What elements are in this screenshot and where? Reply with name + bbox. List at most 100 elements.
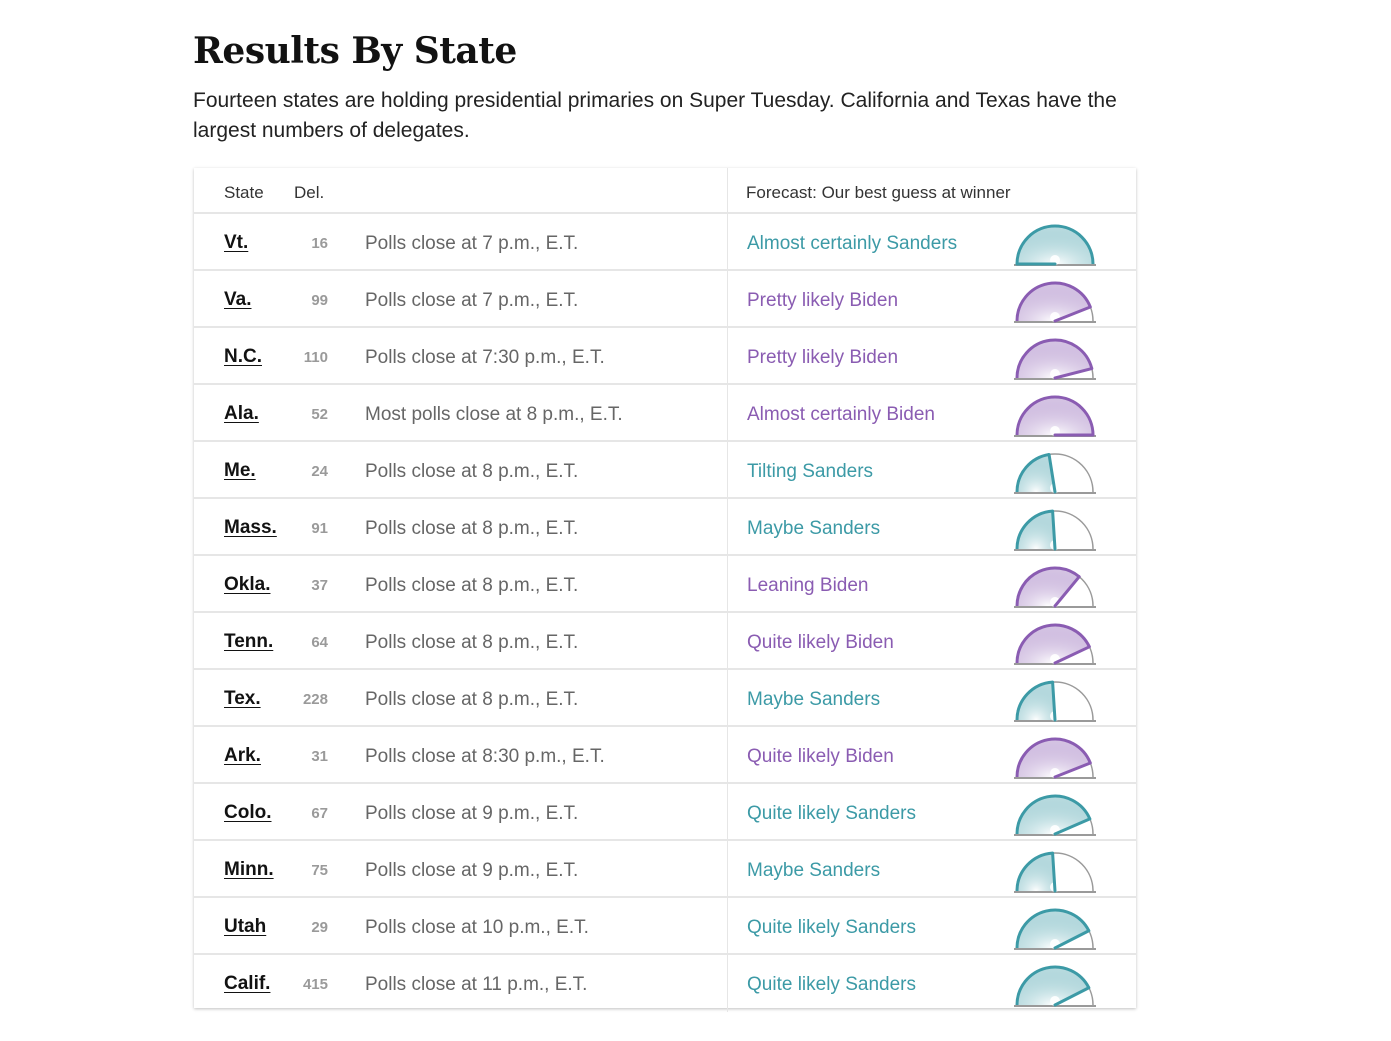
forecast-label: Maybe Sanders — [747, 860, 881, 881]
forecast-gauge-icon — [1014, 566, 1096, 608]
table-row: Colo. 67 Polls close at 9 p.m., E.T. Quite … — [194, 784, 1136, 841]
column-divider — [727, 499, 728, 554]
delegate-count: 110 — [303, 349, 328, 366]
column-divider — [727, 271, 728, 326]
state-link[interactable]: Tenn. — [224, 631, 274, 652]
state-link[interactable]: Me. — [224, 460, 256, 481]
column-divider — [727, 442, 728, 497]
forecast-label: Leaning Biden — [747, 575, 869, 596]
state-link[interactable]: Ala. — [224, 403, 259, 424]
gauge-fill — [1017, 625, 1090, 663]
table-body: Vt. 16 Polls close at 7 p.m., E.T. Almost c… — [194, 214, 1136, 1012]
column-divider — [727, 727, 728, 782]
forecast-label: Pretty likely Biden — [747, 347, 899, 368]
table-row: N.C. 110 Polls close at 7:30 p.m., E.T. Pre… — [194, 328, 1136, 385]
table-row: Tex. 228 Polls close at 8 p.m., E.T. Maybe … — [194, 670, 1136, 727]
gauge-fill — [1017, 397, 1093, 435]
gauge-arc — [1015, 566, 1081, 607]
forecast-label: Tilting Sanders — [747, 461, 874, 482]
table-row: Va. 99 Polls close at 7 p.m., E.T. Pretty l… — [194, 271, 1136, 328]
state-column-header: State — [224, 183, 264, 202]
results-table: State Del. Forecast: Our best guess at w… — [194, 168, 1136, 1012]
delegate-count: 75 — [311, 862, 328, 879]
gauge-fill — [1017, 226, 1093, 264]
forecast-label: Almost certainly Sanders — [747, 233, 958, 254]
gauge-needle — [1047, 452, 1057, 494]
forecast-label: Quite likely Sanders — [747, 803, 916, 824]
forecast-label: Pretty likely Biden — [747, 290, 899, 311]
gauge-arc — [1015, 794, 1092, 835]
gauge-fill — [1017, 454, 1055, 492]
gauge-arc — [1015, 680, 1053, 721]
column-divider — [727, 168, 728, 212]
state-link[interactable]: Vt. — [224, 232, 249, 253]
poll-closing-time: Polls close at 8 p.m., E.T. — [365, 689, 579, 710]
forecast-label: Almost certainly Biden — [747, 404, 935, 425]
table-row: Me. 24 Polls close at 8 p.m., E.T. Tilting … — [194, 442, 1136, 499]
forecast-gauge-icon — [1014, 965, 1096, 1007]
table-row: Utah 29 Polls close at 10 p.m., E.T. Quite … — [194, 898, 1136, 955]
delegate-count: 52 — [311, 406, 328, 423]
column-divider — [727, 385, 728, 440]
gauge-arc — [1015, 851, 1053, 892]
poll-closing-time: Polls close at 7 p.m., E.T. — [365, 290, 579, 311]
state-link[interactable]: Colo. — [224, 802, 272, 823]
column-divider — [727, 841, 728, 896]
gauge-needle — [1051, 851, 1057, 893]
delegate-count: 415 — [302, 976, 328, 993]
state-link[interactable]: Utah — [224, 916, 267, 937]
forecast-label: Quite likely Sanders — [747, 974, 916, 995]
forecast-label: Maybe Sanders — [747, 689, 881, 710]
poll-closing-time: Polls close at 9 p.m., E.T. — [365, 803, 579, 824]
delegates-column-header: Del. — [294, 183, 325, 202]
table-row: Okla. 37 Polls close at 8 p.m., E.T. Leanin… — [194, 556, 1136, 613]
gauge-arc — [1015, 509, 1053, 550]
column-divider — [727, 613, 728, 668]
delegate-count: 91 — [311, 520, 328, 537]
gauge-needle — [1053, 761, 1092, 779]
column-divider — [727, 328, 728, 383]
forecast-gauge-icon — [1014, 737, 1096, 779]
state-link[interactable]: Mass. — [224, 517, 277, 538]
state-link[interactable]: N.C. — [224, 346, 262, 367]
state-link[interactable]: Minn. — [224, 859, 274, 880]
forecast-column-header: Forecast: Our best guess at winner — [746, 183, 1011, 202]
forecast-gauge-icon — [1014, 623, 1096, 665]
forecast-gauge-icon — [1014, 908, 1096, 950]
forecast-gauge-icon — [1014, 680, 1096, 722]
gauge-needle — [1053, 986, 1091, 1007]
state-link[interactable]: Okla. — [224, 574, 271, 595]
gauge-fill — [1017, 682, 1055, 720]
gauge-arc — [1015, 338, 1094, 379]
gauge-fill — [1017, 339, 1092, 378]
table-row: Vt. 16 Polls close at 7 p.m., E.T. Almost c… — [194, 214, 1136, 271]
gauge-arc — [1015, 281, 1092, 322]
state-link[interactable]: Ark. — [224, 745, 261, 766]
table-row: Ark. 31 Polls close at 8:30 p.m., E.T. Quit… — [194, 727, 1136, 784]
poll-closing-time: Polls close at 9 p.m., E.T. — [365, 860, 579, 881]
gauge-arc — [1015, 623, 1091, 664]
table-row: Ala. 52 Most polls close at 8 p.m., E.T. Al… — [194, 385, 1136, 442]
gauge-fill — [1017, 568, 1080, 606]
delegate-count: 31 — [311, 748, 328, 765]
delegate-count: 37 — [311, 577, 328, 594]
forecast-gauge-icon — [1014, 794, 1096, 836]
delegate-count: 64 — [311, 634, 328, 651]
gauge-fill — [1017, 283, 1091, 321]
gauge-needle — [1053, 817, 1092, 836]
gauge-fill — [1017, 511, 1055, 549]
state-link[interactable]: Tex. — [224, 688, 261, 709]
column-divider — [727, 214, 728, 269]
state-link[interactable]: Calif. — [224, 973, 271, 994]
state-link[interactable]: Va. — [224, 289, 252, 310]
gauge-needle — [1051, 680, 1057, 722]
gauge-arc — [1015, 908, 1091, 949]
delegate-count: 24 — [311, 463, 328, 480]
gauge-arc — [1015, 965, 1091, 1006]
gauge-needle — [1053, 305, 1092, 323]
delegate-count: 228 — [302, 691, 328, 708]
poll-closing-time: Polls close at 8 p.m., E.T. — [365, 518, 579, 539]
poll-closing-time: Polls close at 10 p.m., E.T. — [365, 917, 589, 938]
forecast-gauge-icon — [1014, 851, 1096, 893]
table-row: Mass. 91 Polls close at 8 p.m., E.T. Maybe … — [194, 499, 1136, 556]
